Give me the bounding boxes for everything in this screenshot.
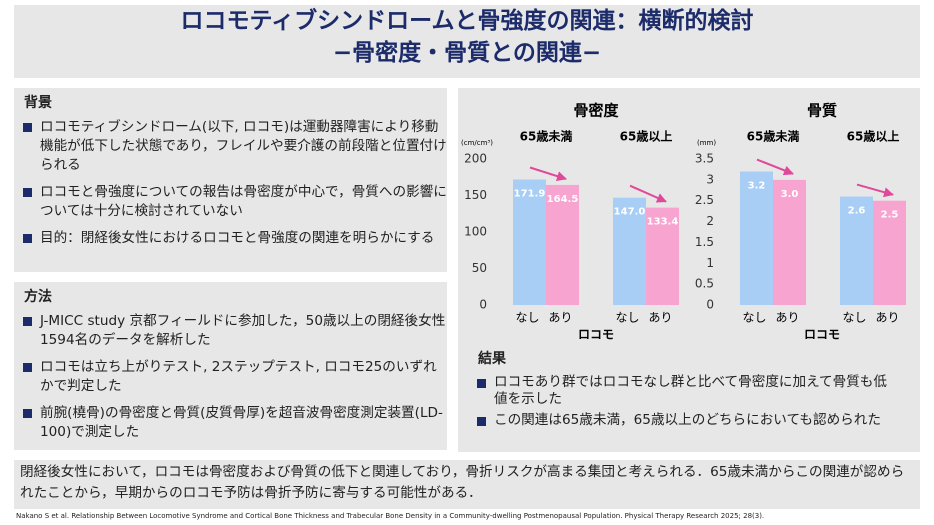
title-box: ロコモティブシンドロームと骨強度の関連：横断的検討 −骨密度・骨質との関連− bbox=[14, 5, 920, 78]
y-tick-label: 100 bbox=[464, 225, 487, 239]
x-tick-label: あり bbox=[875, 311, 899, 325]
bar bbox=[613, 197, 646, 305]
bar bbox=[513, 179, 546, 305]
conclusion: 閉経後女性において，ロコモは骨密度および骨質の低下と関連しており，骨折リスクが高… bbox=[14, 460, 920, 509]
trend-arrow bbox=[756, 158, 794, 176]
bar bbox=[740, 171, 773, 305]
chart-title: 骨質 bbox=[807, 102, 837, 120]
y-tick-label: 150 bbox=[464, 188, 487, 202]
value-label: 3.0 bbox=[781, 189, 799, 200]
x-tick-label: なし bbox=[515, 311, 539, 325]
chart-title: 骨密度 bbox=[573, 102, 619, 120]
y-tick-label: 200 bbox=[464, 152, 487, 166]
value-label: 164.5 bbox=[547, 194, 579, 205]
trend-arrow bbox=[856, 183, 894, 198]
y-tick-label: 2 bbox=[706, 214, 714, 228]
group-label: 65歳以上 bbox=[620, 129, 673, 144]
bullet-item: 前腕(橈骨)の骨密度と骨質(皮質骨厚)を超音波骨密度測定装置(LD-100)で測… bbox=[14, 404, 447, 442]
y-tick-label: 0 bbox=[706, 298, 714, 312]
group-label: 65歳未満 bbox=[520, 129, 573, 144]
bar bbox=[646, 207, 679, 305]
bar bbox=[773, 179, 806, 305]
x-tick-label: なし bbox=[742, 311, 766, 325]
group-label: 65歳以上 bbox=[847, 129, 900, 144]
subtitle: −骨密度・骨質との関連− bbox=[332, 40, 602, 66]
value-label: 2.6 bbox=[848, 206, 866, 217]
value-label: 147.0 bbox=[614, 207, 646, 218]
bullet-item: ロコモあり群ではロコモなし群と比べて骨密度に加えて骨質も低値を示した bbox=[468, 374, 898, 408]
value-label: 171.9 bbox=[514, 189, 546, 200]
x-tick-label: なし bbox=[842, 311, 866, 325]
bullet-item: ロコモティブシンドローム(以下, ロコモ)は運動器障害により移動機能が低下した状… bbox=[14, 118, 447, 175]
section-heading: 背景 bbox=[24, 95, 52, 111]
group-label: 65歳未満 bbox=[747, 129, 800, 144]
x-axis-label: ロコモ bbox=[804, 328, 840, 342]
bar bbox=[840, 196, 873, 305]
y-tick-label: 2.5 bbox=[695, 193, 714, 207]
y-tick-label: 3 bbox=[706, 172, 714, 186]
y-tick-label: 1.5 bbox=[695, 235, 714, 249]
background-box: 背景ロコモティブシンドローム(以下, ロコモ)は運動器障害により移動機能が低下し… bbox=[14, 88, 447, 272]
section-heading: 結果 bbox=[478, 351, 506, 367]
x-tick-label: あり bbox=[548, 311, 572, 325]
bar bbox=[546, 184, 579, 305]
x-tick-label: あり bbox=[648, 311, 672, 325]
x-tick-label: なし bbox=[615, 311, 639, 325]
y-tick-label: 50 bbox=[472, 261, 487, 275]
value-label: 133.4 bbox=[647, 217, 679, 228]
y-tick-label: 0 bbox=[479, 298, 487, 312]
section-heading: 方法 bbox=[24, 289, 52, 305]
methods-box: 方法 J-MICC study 京都フィールドに参加した，50歳以上の閉経後女性1… bbox=[14, 282, 447, 450]
x-axis-label: ロコモ bbox=[578, 328, 614, 342]
y-unit: (cm/cm³) bbox=[461, 139, 493, 147]
y-tick-label: 0.5 bbox=[695, 277, 714, 291]
bullet-item: ロコモと骨強度についての報告は骨密度が中心で，骨質への影響については十分に検討さ… bbox=[14, 183, 447, 221]
y-tick-label: 1 bbox=[706, 256, 714, 270]
citation: Nakano S et al. Relationship Between Loc… bbox=[16, 512, 765, 520]
bullet-item: ロコモは立ち上がりテスト, 2ステップテスト, ロコモ25のいずれかで判定した bbox=[14, 358, 447, 396]
bullet-item: 目的：閉経後女性におけるロコモと骨強度の関連を明らかにする bbox=[14, 229, 447, 248]
bullet-item: この関連は65歳未満，65歳以上のどちらにおいても認められた bbox=[468, 412, 898, 429]
y-unit: (mm) bbox=[697, 139, 716, 147]
bullet-item: J-MICC study 京都フィールドに参加した，50歳以上の閉経後女性159… bbox=[14, 312, 447, 350]
value-label: 3.2 bbox=[748, 181, 766, 192]
trend-arrow bbox=[629, 184, 667, 203]
results-box: 結果ロコモあり群ではロコモなし群と比べて骨密度に加えて骨質も低値を示したこの関連… bbox=[468, 344, 898, 433]
x-tick-label: あり bbox=[775, 311, 799, 325]
value-label: 2.5 bbox=[881, 210, 899, 221]
bar bbox=[873, 200, 906, 305]
trend-arrow bbox=[529, 166, 567, 181]
y-tick-label: 3.5 bbox=[695, 152, 714, 166]
title: ロコモティブシンドロームと骨強度の関連：横断的検討 bbox=[180, 8, 754, 34]
